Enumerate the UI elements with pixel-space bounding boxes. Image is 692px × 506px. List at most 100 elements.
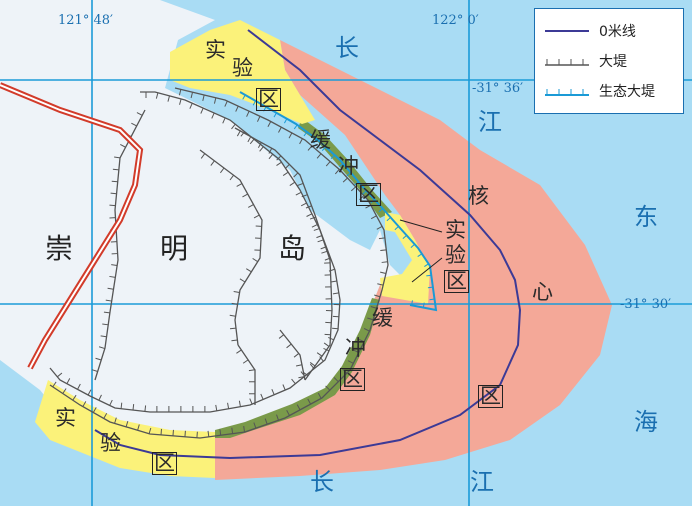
embankment-tick xyxy=(325,385,331,391)
embankment-tick xyxy=(347,360,354,364)
embankment-tick xyxy=(92,407,97,413)
embankment-tick xyxy=(246,268,252,273)
embankment-tick xyxy=(109,204,116,207)
embankment-tick xyxy=(95,357,102,361)
embankment-tick xyxy=(288,132,293,139)
embankment-tick xyxy=(155,92,159,99)
embankment-tick xyxy=(374,294,381,298)
embankment-tick xyxy=(268,153,274,160)
embankment-tick xyxy=(278,126,282,133)
embankment-tick xyxy=(295,191,302,196)
embankment-tick xyxy=(316,235,323,239)
buffer-north-label-char-2: 冲 xyxy=(338,154,359,178)
embankment-tick xyxy=(256,116,261,122)
embankment-tick xyxy=(252,258,258,263)
embankment-tick xyxy=(282,171,289,176)
embankment-tick xyxy=(317,392,322,399)
embankment-tick xyxy=(236,130,241,137)
embankment-tick xyxy=(202,94,205,101)
embankment-tick xyxy=(363,327,370,332)
sea-label-char-2: 海 xyxy=(634,408,658,436)
embankment-tick xyxy=(367,317,374,321)
embankment-tick xyxy=(207,430,210,437)
latitude-label-mid: -31° 30′ xyxy=(620,297,672,312)
embankment-tick xyxy=(328,268,335,272)
embankment-tick xyxy=(259,146,264,152)
embankment-tick xyxy=(311,224,318,228)
buffer-north-label-char-1: 缓 xyxy=(310,128,331,152)
embankment-tick xyxy=(321,250,328,254)
island-label-char-2: 明 xyxy=(160,232,189,265)
road xyxy=(0,82,144,370)
embankment-tick xyxy=(253,214,260,219)
embankment-tick xyxy=(100,335,107,338)
embankment-tick xyxy=(137,424,140,431)
embankment-tick xyxy=(114,156,121,159)
embankment-tick xyxy=(200,153,206,159)
embankment-tick xyxy=(213,97,217,104)
embankment-tick xyxy=(377,283,384,286)
embankment-tick xyxy=(296,404,301,411)
embankment-tick xyxy=(293,172,299,178)
longitude-label-left: 121° 48′ xyxy=(58,13,113,28)
embankment-tick xyxy=(105,299,112,302)
embankment-tick xyxy=(316,352,323,357)
embankment-tick xyxy=(276,161,282,166)
embankment-tick xyxy=(111,264,118,266)
exp-north-label-char-3: 区 xyxy=(256,87,281,111)
embankment-tick xyxy=(189,103,193,109)
embankment-tick xyxy=(328,336,334,341)
embankment-tick xyxy=(249,398,253,405)
embankment-tick xyxy=(316,153,322,159)
legend-item-zero-meter-line: 0米线 xyxy=(545,21,636,41)
embankment-tick xyxy=(249,138,255,145)
legend: 0米线 大堤 生态大堤 xyxy=(534,8,684,114)
island-label-char-3: 岛 xyxy=(278,232,307,265)
zero-meter-line-swatch xyxy=(545,30,589,32)
embankment-tick xyxy=(229,327,237,330)
embankment-tick xyxy=(131,122,137,127)
core-zone-label-char-2: 心 xyxy=(532,280,553,304)
embankment-tick xyxy=(248,369,255,372)
embankment-tick xyxy=(219,167,225,174)
embankment-tick xyxy=(229,174,235,181)
embankment-tick xyxy=(235,105,239,112)
core-zone-label-char-3: 区 xyxy=(478,384,503,408)
embankment-tick xyxy=(325,161,331,167)
embankment-tick xyxy=(299,138,303,145)
embankment-tick xyxy=(125,420,129,427)
experimental-zone-north xyxy=(170,20,315,124)
embankment-tick xyxy=(66,378,71,384)
embankment-tick xyxy=(370,306,377,309)
embankment-tick xyxy=(376,225,383,230)
embankment-tick xyxy=(319,356,324,362)
embankment-tick xyxy=(305,205,312,209)
embankment-tick xyxy=(334,169,340,175)
embankment-tick xyxy=(240,131,245,137)
embankment-tick xyxy=(276,414,279,421)
embankment-tick xyxy=(267,121,272,128)
embankment-tick xyxy=(178,89,182,96)
embankment-tick xyxy=(302,371,309,377)
embankment-tick xyxy=(268,147,273,154)
embankment-tick xyxy=(330,280,337,283)
embankment-tick xyxy=(109,275,116,278)
embankment-tick xyxy=(222,117,226,124)
river-label-south-char-1: 长 xyxy=(310,468,334,496)
embankment-tick xyxy=(231,302,238,305)
embankment-tick xyxy=(247,204,254,208)
latitude-label-top: -31° 36′ xyxy=(472,81,524,96)
embankment-tick xyxy=(253,422,257,429)
buffer-south-label-char-2: 冲 xyxy=(345,336,366,360)
embankment-tick xyxy=(112,168,119,171)
embankment-tick xyxy=(381,261,388,263)
embankment-tick xyxy=(243,426,245,433)
embankment-tick xyxy=(378,237,385,240)
embankment-tick xyxy=(333,377,339,383)
river-label-north-char-2: 江 xyxy=(478,108,502,136)
embankment-tick xyxy=(380,271,387,274)
embankment-tick xyxy=(132,404,135,411)
embankment-tick xyxy=(295,364,303,367)
embankment-tick xyxy=(247,136,252,143)
embankment-tick xyxy=(320,246,327,250)
